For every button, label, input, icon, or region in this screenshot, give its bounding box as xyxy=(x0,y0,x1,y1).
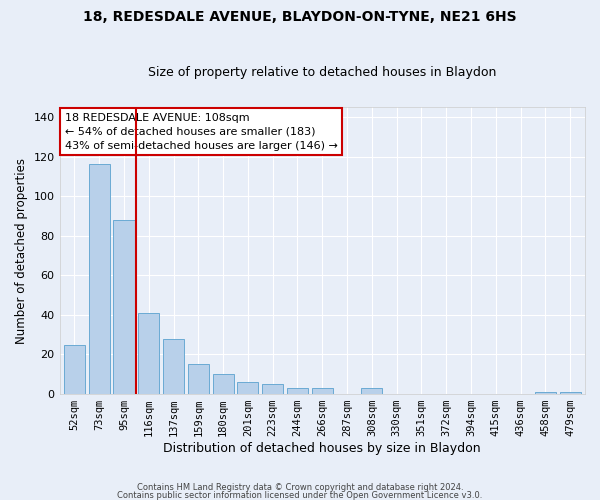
Bar xyxy=(238,382,259,394)
Y-axis label: Number of detached properties: Number of detached properties xyxy=(15,158,28,344)
Bar xyxy=(138,313,160,394)
Text: Contains HM Land Registry data © Crown copyright and database right 2024.: Contains HM Land Registry data © Crown c… xyxy=(137,484,463,492)
Bar xyxy=(312,388,333,394)
Bar xyxy=(560,392,581,394)
Bar xyxy=(262,384,283,394)
Bar xyxy=(64,344,85,394)
Bar xyxy=(89,164,110,394)
Title: Size of property relative to detached houses in Blaydon: Size of property relative to detached ho… xyxy=(148,66,496,80)
Text: Contains public sector information licensed under the Open Government Licence v3: Contains public sector information licen… xyxy=(118,490,482,500)
Bar xyxy=(361,388,382,394)
Bar xyxy=(287,388,308,394)
Bar xyxy=(212,374,233,394)
X-axis label: Distribution of detached houses by size in Blaydon: Distribution of detached houses by size … xyxy=(163,442,481,455)
Text: 18, REDESDALE AVENUE, BLAYDON-ON-TYNE, NE21 6HS: 18, REDESDALE AVENUE, BLAYDON-ON-TYNE, N… xyxy=(83,10,517,24)
Bar xyxy=(163,338,184,394)
Bar xyxy=(535,392,556,394)
Bar xyxy=(113,220,134,394)
Bar xyxy=(188,364,209,394)
Text: 18 REDESDALE AVENUE: 108sqm
← 54% of detached houses are smaller (183)
43% of se: 18 REDESDALE AVENUE: 108sqm ← 54% of det… xyxy=(65,113,338,151)
